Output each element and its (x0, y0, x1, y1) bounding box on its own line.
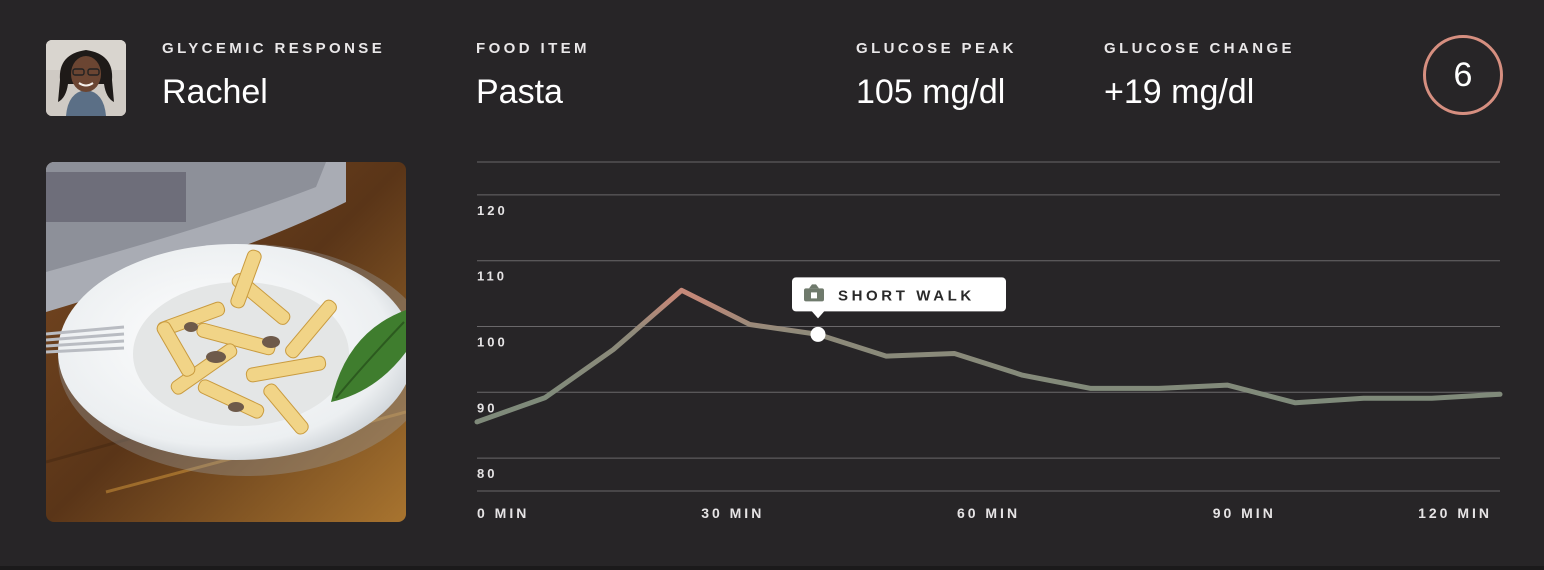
glycemic-response-field: GLYCEMIC RESPONSE Rachel (162, 40, 385, 112)
glucose-change-label: GLUCOSE CHANGE (1104, 40, 1295, 57)
annotation-pointer (811, 310, 825, 319)
y-tick-label: 90 (477, 400, 497, 415)
food-item-label: FOOD ITEM (476, 40, 590, 57)
x-tick-label: 0 MIN (477, 505, 529, 521)
y-tick-label: 80 (477, 466, 497, 481)
y-tick-label: 120 (477, 203, 508, 218)
y-tick-label: 110 (477, 269, 507, 284)
x-tick-label: 60 MIN (957, 505, 1020, 521)
bottom-border (0, 566, 1544, 570)
x-tick-label: 90 MIN (1213, 505, 1276, 521)
avatar (46, 40, 126, 116)
food-name: Pasta (476, 73, 563, 111)
annotation-short-walk[interactable]: SHORT WALK (792, 277, 1006, 342)
glucose-peak-field: GLUCOSE PEAK 105 mg/dl (856, 40, 1017, 112)
walk-icon (804, 284, 824, 302)
glycemic-response-label: GLYCEMIC RESPONSE (162, 40, 386, 57)
y-tick-label: 100 (477, 335, 508, 350)
glucose-series-line (474, 287, 1503, 425)
x-tick-label: 120 MIN (1418, 505, 1492, 521)
score-badge: 6 (1423, 35, 1503, 115)
glucose-peak-value: 105 mg/dl (856, 73, 1006, 111)
person-name: Rachel (162, 73, 268, 111)
food-photo (46, 162, 406, 522)
annotation-label: SHORT WALK (838, 287, 975, 304)
glucose-change-value: +19 mg/dl (1104, 73, 1255, 111)
annotation-marker[interactable] (810, 326, 826, 342)
food-item-field: FOOD ITEM Pasta (476, 40, 590, 112)
glucose-change-field: GLUCOSE CHANGE +19 mg/dl (1104, 40, 1295, 112)
glucose-peak-label: GLUCOSE PEAK (856, 40, 1017, 57)
annotation-box (792, 277, 1006, 312)
x-tick-label: 30 MIN (701, 505, 764, 521)
